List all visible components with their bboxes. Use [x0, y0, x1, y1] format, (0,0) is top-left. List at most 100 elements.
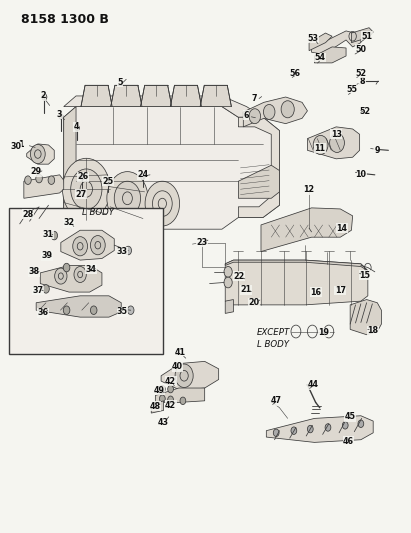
Circle shape	[90, 236, 105, 255]
Bar	[9, 208, 163, 354]
Text: 7: 7	[251, 94, 257, 103]
Circle shape	[62, 158, 110, 220]
Text: 30: 30	[10, 142, 21, 151]
Polygon shape	[81, 85, 112, 107]
Circle shape	[224, 277, 232, 288]
Circle shape	[249, 109, 261, 124]
Polygon shape	[24, 175, 64, 198]
Text: 38: 38	[28, 268, 39, 276]
Polygon shape	[155, 388, 205, 402]
Text: 16: 16	[310, 288, 321, 296]
Text: 8158 1300 B: 8158 1300 B	[21, 13, 109, 26]
Circle shape	[281, 101, 294, 118]
Text: 17: 17	[335, 286, 346, 295]
Circle shape	[36, 174, 42, 183]
Circle shape	[63, 306, 70, 314]
Polygon shape	[61, 230, 114, 260]
Circle shape	[107, 172, 148, 225]
Text: 5: 5	[117, 78, 123, 86]
Text: 56: 56	[290, 69, 300, 78]
Text: 31: 31	[43, 230, 54, 239]
Circle shape	[159, 395, 165, 402]
Text: 48: 48	[150, 402, 161, 410]
Text: 55: 55	[346, 85, 357, 94]
Circle shape	[175, 364, 193, 387]
Polygon shape	[36, 296, 121, 317]
Text: 6: 6	[243, 111, 249, 119]
Circle shape	[307, 425, 313, 433]
Text: 27: 27	[76, 190, 87, 198]
Circle shape	[313, 135, 328, 155]
Text: 26: 26	[77, 173, 89, 181]
Circle shape	[159, 385, 165, 393]
Text: 18: 18	[367, 326, 379, 335]
Text: 41: 41	[175, 349, 185, 357]
Polygon shape	[243, 97, 307, 127]
Polygon shape	[314, 47, 346, 63]
Circle shape	[30, 144, 45, 164]
Polygon shape	[40, 265, 102, 292]
Polygon shape	[351, 28, 373, 43]
Polygon shape	[64, 107, 279, 229]
Polygon shape	[225, 260, 368, 305]
Text: 28: 28	[22, 210, 34, 219]
Circle shape	[273, 429, 279, 437]
Text: 40: 40	[172, 362, 183, 371]
Circle shape	[74, 266, 86, 282]
Circle shape	[73, 237, 88, 256]
Text: 45: 45	[345, 413, 356, 421]
Polygon shape	[64, 96, 263, 117]
Text: 52: 52	[355, 69, 367, 78]
Text: L BODY: L BODY	[82, 208, 114, 217]
Text: 32: 32	[63, 219, 75, 227]
Polygon shape	[225, 300, 233, 313]
Circle shape	[71, 169, 102, 209]
Text: 2: 2	[40, 92, 46, 100]
Text: 10: 10	[356, 171, 366, 179]
Text: 44: 44	[308, 381, 319, 389]
Text: 15: 15	[360, 271, 370, 279]
Text: 1: 1	[18, 141, 24, 149]
Polygon shape	[16, 209, 55, 227]
Circle shape	[168, 385, 173, 393]
Circle shape	[35, 208, 41, 216]
Polygon shape	[261, 208, 353, 252]
Polygon shape	[141, 85, 172, 107]
Text: 53: 53	[308, 34, 319, 43]
Circle shape	[48, 176, 55, 184]
Circle shape	[325, 424, 331, 431]
Circle shape	[342, 422, 348, 429]
Polygon shape	[312, 31, 361, 54]
Polygon shape	[309, 33, 332, 51]
Circle shape	[180, 397, 186, 405]
Text: 46: 46	[343, 437, 354, 446]
Text: 43: 43	[158, 418, 169, 426]
Circle shape	[145, 181, 180, 226]
Circle shape	[358, 420, 364, 427]
Text: 35: 35	[117, 308, 128, 316]
Polygon shape	[225, 260, 368, 271]
Text: 9: 9	[374, 146, 380, 155]
Text: 22: 22	[233, 272, 245, 280]
Circle shape	[55, 268, 67, 284]
Text: 24: 24	[137, 171, 149, 179]
Text: 11: 11	[314, 144, 325, 152]
Text: 42: 42	[165, 401, 176, 409]
Polygon shape	[307, 127, 360, 159]
Polygon shape	[27, 144, 54, 164]
Polygon shape	[238, 165, 279, 198]
Text: 42: 42	[165, 377, 176, 385]
Circle shape	[263, 104, 275, 119]
Circle shape	[75, 125, 79, 131]
Circle shape	[168, 396, 173, 403]
Text: 4: 4	[73, 123, 79, 131]
Circle shape	[291, 427, 297, 434]
Circle shape	[25, 176, 31, 184]
Text: 20: 20	[248, 298, 260, 307]
Text: 49: 49	[154, 386, 165, 394]
Circle shape	[330, 133, 344, 152]
Circle shape	[25, 210, 31, 219]
Text: 50: 50	[356, 45, 366, 53]
Circle shape	[224, 266, 232, 277]
Circle shape	[51, 231, 58, 240]
